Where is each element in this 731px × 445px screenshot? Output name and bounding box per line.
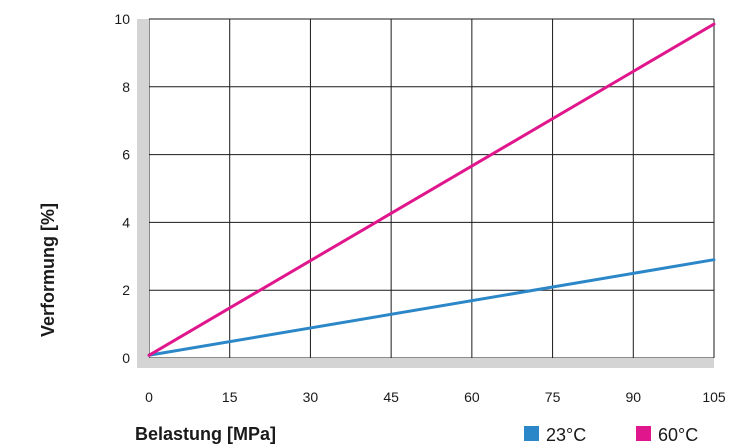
y-tick-label-3: 6	[122, 147, 130, 163]
legend-swatch-60c	[636, 426, 651, 441]
y-tick-label-4: 8	[122, 79, 130, 95]
legend-label-60c: 60°C	[658, 425, 698, 445]
x-tick-label-7: 105	[702, 389, 726, 405]
y-tick-labels: 0 2 4 6 8 10	[114, 11, 130, 366]
x-tick-label-1: 15	[222, 389, 238, 405]
x-axis-bar	[137, 358, 714, 368]
series-line-0	[147, 258, 716, 357]
x-tick-label-4: 60	[464, 389, 480, 405]
legend: 23°C 60°C	[524, 425, 698, 445]
y-tick-label-5: 10	[114, 11, 130, 27]
x-tick-label-0: 0	[145, 389, 153, 405]
legend-label-23c: 23°C	[546, 425, 586, 445]
y-tick-label-1: 2	[122, 282, 130, 298]
series-lines	[147, 22, 716, 357]
x-tick-label-3: 45	[383, 389, 399, 405]
x-tick-labels: 0 15 30 45 60 75 90 105	[145, 389, 726, 405]
legend-swatch-23c	[524, 426, 539, 441]
x-axis-title: Belastung [MPa]	[135, 424, 276, 444]
series-line-1	[147, 22, 716, 357]
y-tick-label-2: 4	[122, 214, 130, 230]
y-axis-title: Verformung [%]	[38, 203, 58, 337]
grid	[148, 18, 715, 359]
x-tick-label-5: 75	[545, 389, 561, 405]
y-tick-label-0: 0	[122, 350, 130, 366]
axis-bars	[137, 19, 714, 368]
x-tick-label-6: 90	[625, 389, 641, 405]
x-tick-label-2: 30	[303, 389, 319, 405]
y-axis-bar	[137, 19, 149, 368]
